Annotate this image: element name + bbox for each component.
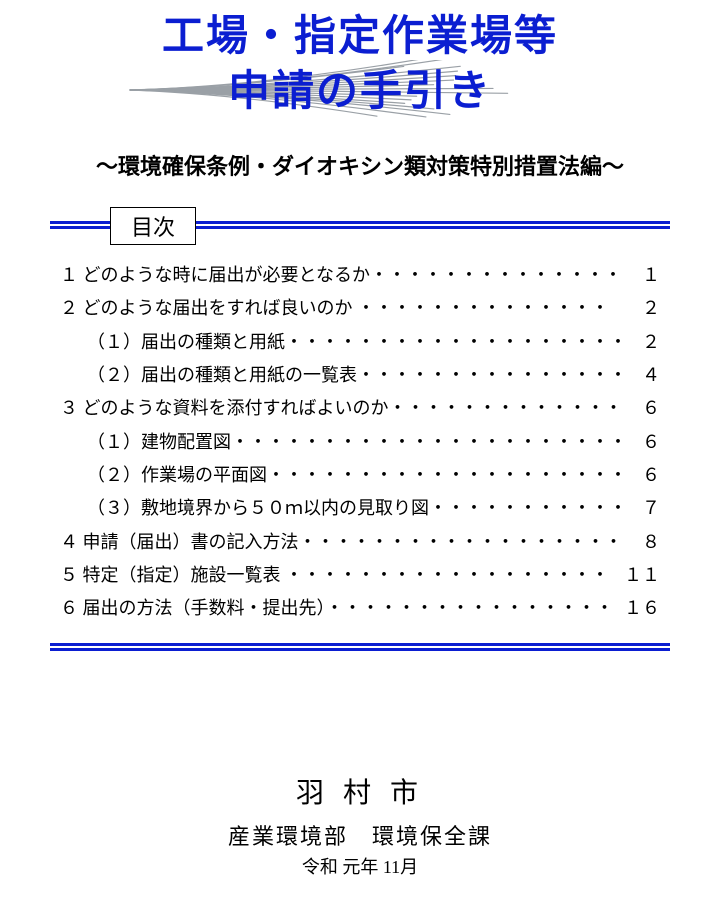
- toc-row: （１）届出の種類と用紙・・・・・・・・・・・・・・・・・・・ ２: [60, 326, 660, 359]
- toc-item-page: ７: [642, 492, 660, 525]
- toc-item-page: ２: [642, 292, 660, 325]
- title-line-2: 申請の手引き: [0, 65, 720, 120]
- toc-item-text: （２）作業場の平面図・・・・・・・・・・・・・・・・・・・・: [60, 459, 627, 492]
- toc-item-text: （１）届出の種類と用紙・・・・・・・・・・・・・・・・・・・: [60, 326, 627, 359]
- toc-row: （２）届出の種類と用紙の一覧表・・・・・・・・・・・・・・・ ４: [60, 359, 660, 392]
- toc-rule-bottom: [50, 643, 670, 651]
- toc-row: ２ どのような届出をすれば良いのか ・・・・・・・・・・・・・・ ２: [60, 292, 660, 325]
- toc-item-page: １６: [624, 592, 660, 625]
- toc-item-text: ６ 届出の方法（手数料・提出先）・・・・・・・・・・・・・・・・: [60, 592, 614, 625]
- toc-item-page: １: [642, 259, 660, 292]
- toc-item-text: ３ どのような資料を添付すればよいのか・・・・・・・・・・・・・: [60, 392, 623, 425]
- title-line-1: 工場・指定作業場等: [0, 10, 720, 65]
- footer-dept: 産業環境部 環境保全課: [0, 819, 720, 851]
- subtitle: ～環境確保条例・ダイオキシン類対策特別措置法編～: [0, 149, 720, 181]
- toc-item-text: （１）建物配置図・・・・・・・・・・・・・・・・・・・・・・: [60, 426, 627, 459]
- toc-row: ４ 申請（届出）書の記入方法・・・・・・・・・・・・・・・・・・ ８: [60, 526, 660, 559]
- toc-item-text: １ どのような時に届出が必要となるか・・・・・・・・・・・・・・: [60, 259, 622, 292]
- toc-item-page: １１: [624, 559, 660, 592]
- toc-item-page: ８: [642, 526, 660, 559]
- toc-item-page: ６: [642, 459, 660, 492]
- toc-item-text: ２ どのような届出をすれば良いのか ・・・・・・・・・・・・・・: [60, 292, 609, 325]
- toc-row: （２）作業場の平面図・・・・・・・・・・・・・・・・・・・・ ６: [60, 459, 660, 492]
- toc-item-text: （２）届出の種類と用紙の一覧表・・・・・・・・・・・・・・・: [60, 359, 627, 392]
- toc-item-page: ２: [642, 326, 660, 359]
- toc-container: 目次 １ どのような時に届出が必要となるか・・・・・・・・・・・・・・１２ どの…: [50, 221, 670, 651]
- footer-date: 令和 元年 11月: [0, 853, 720, 879]
- toc-item-page: ６: [642, 392, 660, 425]
- toc-row: （３）敷地境界から５０ｍ以内の見取り図・・・・・・・・・・・ ７: [60, 492, 660, 525]
- toc-item-page: ６: [642, 426, 660, 459]
- toc-item-text: （３）敷地境界から５０ｍ以内の見取り図・・・・・・・・・・・: [60, 492, 627, 525]
- toc-row: ５ 特定（指定）施設一覧表 ・・・・・・・・・・・・・・・・・・ １１: [60, 559, 660, 592]
- toc-row: ３ どのような資料を添付すればよいのか・・・・・・・・・・・・・ ６: [60, 392, 660, 425]
- toc-row: ６ 届出の方法（手数料・提出先）・・・・・・・・・・・・・・・・ １６: [60, 592, 660, 625]
- footer-org: 羽 村 市: [0, 771, 720, 811]
- toc-row: （１）建物配置図・・・・・・・・・・・・・・・・・・・・・・ ６: [60, 426, 660, 459]
- toc-item-text: ５ 特定（指定）施設一覧表 ・・・・・・・・・・・・・・・・・・: [60, 559, 609, 592]
- toc-item-page: ４: [642, 359, 660, 392]
- toc-label: 目次: [110, 207, 196, 245]
- toc-body: １ どのような時に届出が必要となるか・・・・・・・・・・・・・・１２ どのような…: [50, 229, 670, 643]
- toc-row: １ どのような時に届出が必要となるか・・・・・・・・・・・・・・ １: [60, 259, 660, 292]
- toc-item-text: ４ 申請（届出）書の記入方法・・・・・・・・・・・・・・・・・・: [60, 526, 623, 559]
